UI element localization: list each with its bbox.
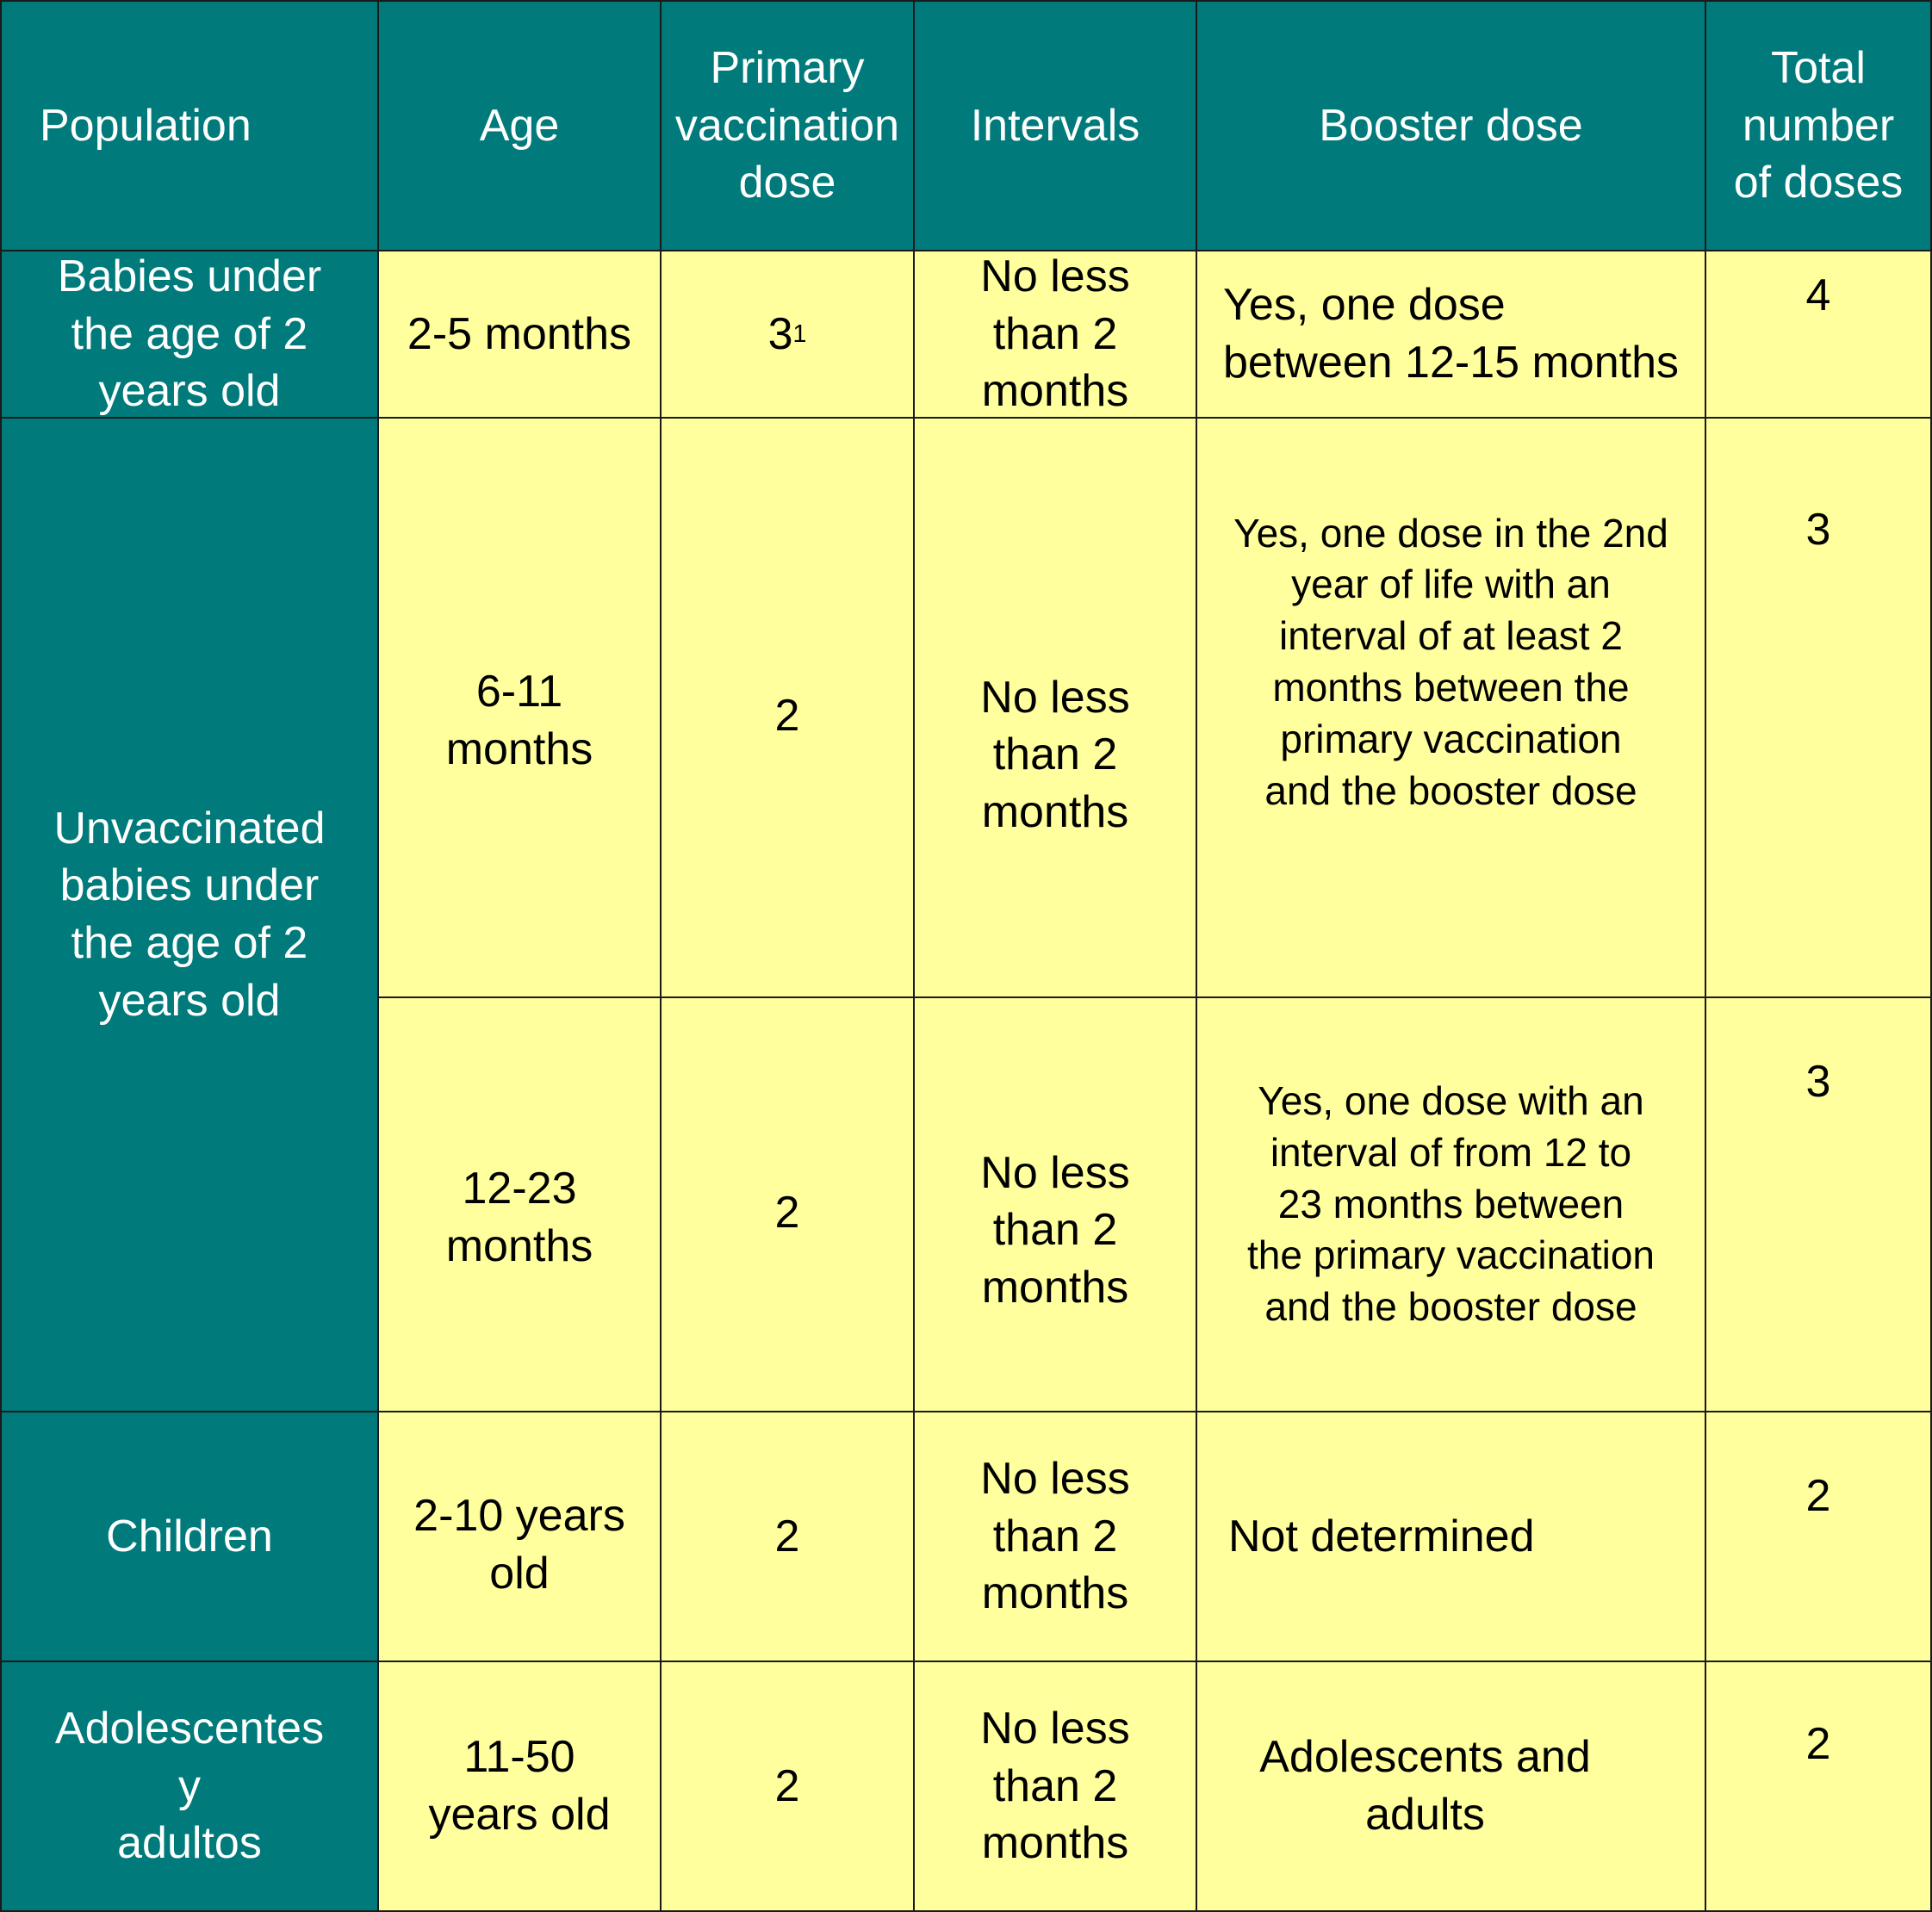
row5-intervals: No less than 2 months xyxy=(913,1661,1197,1912)
row5-total: 2 xyxy=(1705,1661,1932,1912)
row2-age: 6-11 months xyxy=(377,417,662,998)
row3-intervals: No less than 2 months xyxy=(913,996,1197,1412)
row5-population: Adolescentes y adultos xyxy=(0,1661,379,1912)
header-total: Total number of doses xyxy=(1705,0,1932,251)
row4-age: 2-10 years old xyxy=(377,1411,662,1662)
row2-booster: Yes, one dose in the 2nd year of life wi… xyxy=(1196,417,1706,998)
row5-age: 11-50 years old xyxy=(377,1661,662,1912)
row1-primary-dose-value: 3 xyxy=(767,308,793,359)
row1-total: 4 xyxy=(1705,250,1932,419)
row2-total: 3 xyxy=(1705,417,1932,998)
row5-booster: Adolescents and adults xyxy=(1196,1661,1706,1912)
row4-primary-dose: 2 xyxy=(660,1411,915,1662)
header-booster: Booster dose xyxy=(1196,0,1706,251)
header-primary-dose: Primary vaccination dose xyxy=(660,0,915,251)
header-age: Age xyxy=(377,0,662,251)
row5-primary-dose: 2 xyxy=(660,1661,915,1912)
row1-age: 2-5 months xyxy=(377,250,662,419)
row4-population: Children xyxy=(0,1411,379,1662)
row1-population: Babies under the age of 2 years old xyxy=(0,250,379,419)
header-population: Population xyxy=(0,0,379,251)
row1-intervals: No less than 2 months xyxy=(913,250,1197,419)
header-intervals: Intervals xyxy=(913,0,1197,251)
row3-age: 12-23 months xyxy=(377,996,662,1412)
row4-total: 2 xyxy=(1705,1411,1932,1662)
row1-booster: Yes, one dose between 12-15 months xyxy=(1196,250,1706,419)
row3-primary-dose: 2 xyxy=(660,996,915,1412)
row3-booster: Yes, one dose with an interval of from 1… xyxy=(1196,996,1706,1412)
row4-intervals: No less than 2 months xyxy=(913,1411,1197,1662)
row2-primary-dose: 2 xyxy=(660,417,915,998)
row3-total: 3 xyxy=(1705,996,1932,1412)
row4-booster: Not determined xyxy=(1196,1411,1706,1662)
row2-population: Unvaccinated babies under the age of 2 y… xyxy=(0,417,379,1412)
row2-intervals: No less than 2 months xyxy=(913,417,1197,998)
